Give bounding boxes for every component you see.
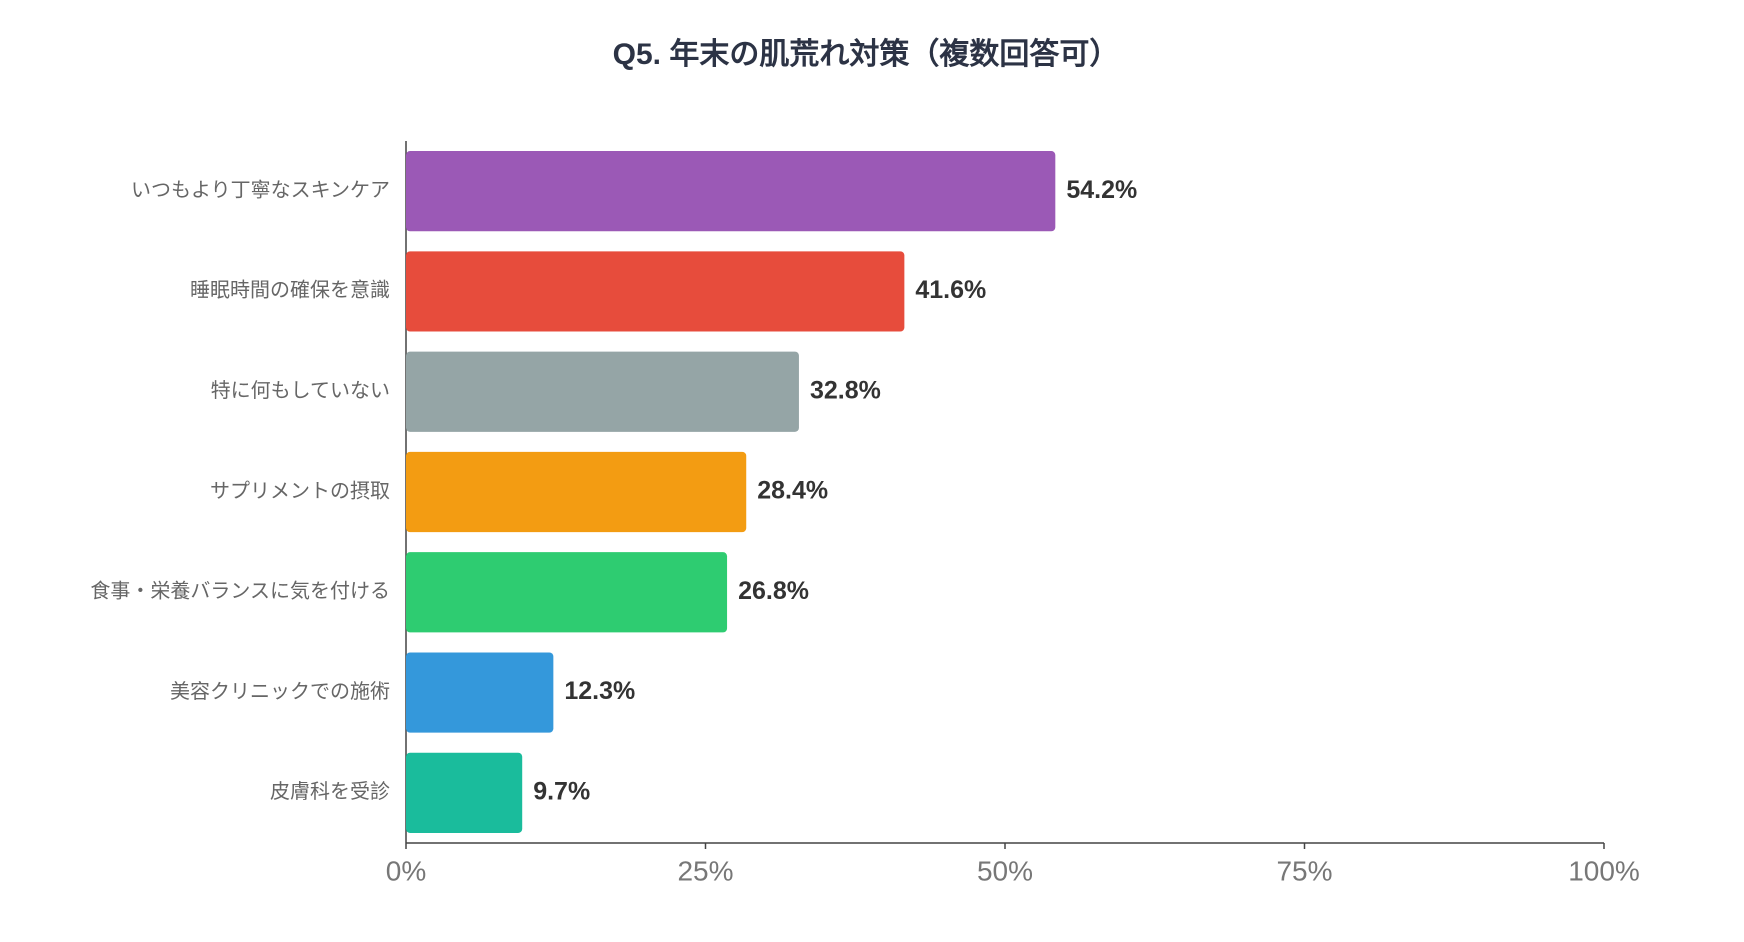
y-tick-label: 食事・栄養バランスに気を付ける — [90, 580, 390, 603]
x-tick-label: 25% — [677, 855, 733, 886]
y-tick-label: サプリメントの摂取 — [210, 479, 390, 502]
x-tick-label: 50% — [977, 855, 1033, 886]
bar — [406, 251, 905, 332]
value-label: 26.8% — [738, 577, 809, 605]
bar — [406, 652, 554, 733]
y-tick-label: 睡眠時間の確保を意識 — [190, 279, 390, 302]
x-tick-label: 100% — [1568, 855, 1640, 886]
value-label: 54.2% — [1066, 176, 1137, 204]
value-label: 41.6% — [915, 276, 986, 304]
value-label: 12.3% — [564, 677, 635, 705]
bar — [406, 451, 747, 533]
chart-title: Q5. 年末の肌荒れ対策（複数回答可） — [613, 37, 1120, 71]
value-label: 32.8% — [810, 376, 881, 404]
value-label: 28.4% — [757, 477, 828, 505]
x-tick-label: 75% — [1276, 855, 1332, 886]
y-tick-label: 美容クリニックでの施術 — [170, 680, 390, 703]
bar — [406, 752, 523, 833]
bar — [406, 552, 728, 633]
bar — [406, 351, 799, 432]
value-label: 9.7% — [533, 777, 590, 805]
x-tick-label: 0% — [386, 855, 426, 886]
bar — [406, 151, 1056, 232]
y-tick-label: 特に何もしていない — [211, 379, 390, 402]
y-tick-label: 皮膚科を受診 — [270, 780, 390, 803]
y-tick-label: いつもより丁寧なスキンケア — [131, 178, 390, 201]
